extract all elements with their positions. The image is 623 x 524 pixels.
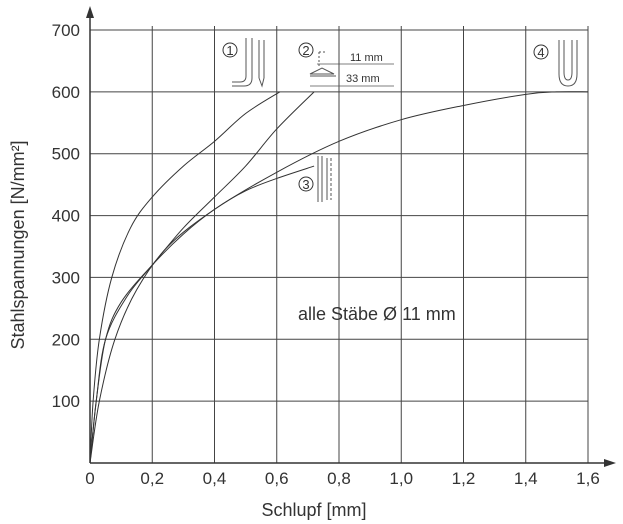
series-marker-4: 4	[533, 44, 549, 60]
series-line-3	[89, 165, 315, 464]
y-tick-label: 400	[52, 207, 80, 226]
x-tick-label: 1,2	[452, 469, 476, 488]
svg-text:1: 1	[226, 43, 233, 58]
dim-label-33mm: 33 mm	[346, 73, 380, 85]
y-tick-labels: 100 200 300 400 500 600 700	[52, 21, 80, 411]
svg-text:2: 2	[302, 43, 309, 58]
y-tick-label: 300	[52, 268, 80, 287]
x-tick-label: 0,2	[140, 469, 164, 488]
y-tick-label: 500	[52, 145, 80, 164]
y-tick-label: 100	[52, 392, 80, 411]
x-tick-label: 0,4	[203, 469, 227, 488]
series-group	[89, 91, 589, 464]
series-marker-1: 1	[222, 42, 238, 58]
axes	[86, 6, 616, 467]
x-tick-label: 1,6	[576, 469, 600, 488]
x-tick-label: 1,0	[389, 469, 413, 488]
y-axis-label: Stahlspannungen [N/mm²]	[8, 140, 28, 349]
x-axis-arrow	[604, 459, 616, 467]
series-marker-2: 2	[298, 42, 314, 58]
y-tick-label: 200	[52, 330, 80, 349]
x-tick-label: 1,4	[514, 469, 538, 488]
bar-icon-4	[552, 36, 582, 88]
svg-text:4: 4	[537, 45, 544, 60]
annotation-text: alle Stäbe Ø 11 mm	[298, 304, 456, 324]
y-tick-label: 600	[52, 83, 80, 102]
x-tick-label: 0,8	[327, 469, 351, 488]
bar-icon-2	[309, 51, 394, 87]
x-tick-label: 0,6	[265, 469, 289, 488]
x-axis-label: Schlupf [mm]	[261, 500, 366, 520]
x-tick-label: 0	[85, 469, 94, 488]
bar-icon-3	[317, 156, 332, 202]
x-tick-labels: 0 0,2 0,4 0,6 0,8 1,0 1,2 1,4 1,6	[85, 469, 600, 488]
series-line-1	[89, 91, 281, 464]
series-line-4	[89, 91, 589, 464]
grid	[90, 26, 589, 463]
dim-label-11mm: 11 mm	[350, 52, 383, 64]
y-tick-label: 700	[52, 21, 80, 40]
y-axis-arrow	[86, 6, 94, 18]
svg-text:3: 3	[302, 177, 309, 192]
series-marker-3: 3	[298, 176, 314, 192]
